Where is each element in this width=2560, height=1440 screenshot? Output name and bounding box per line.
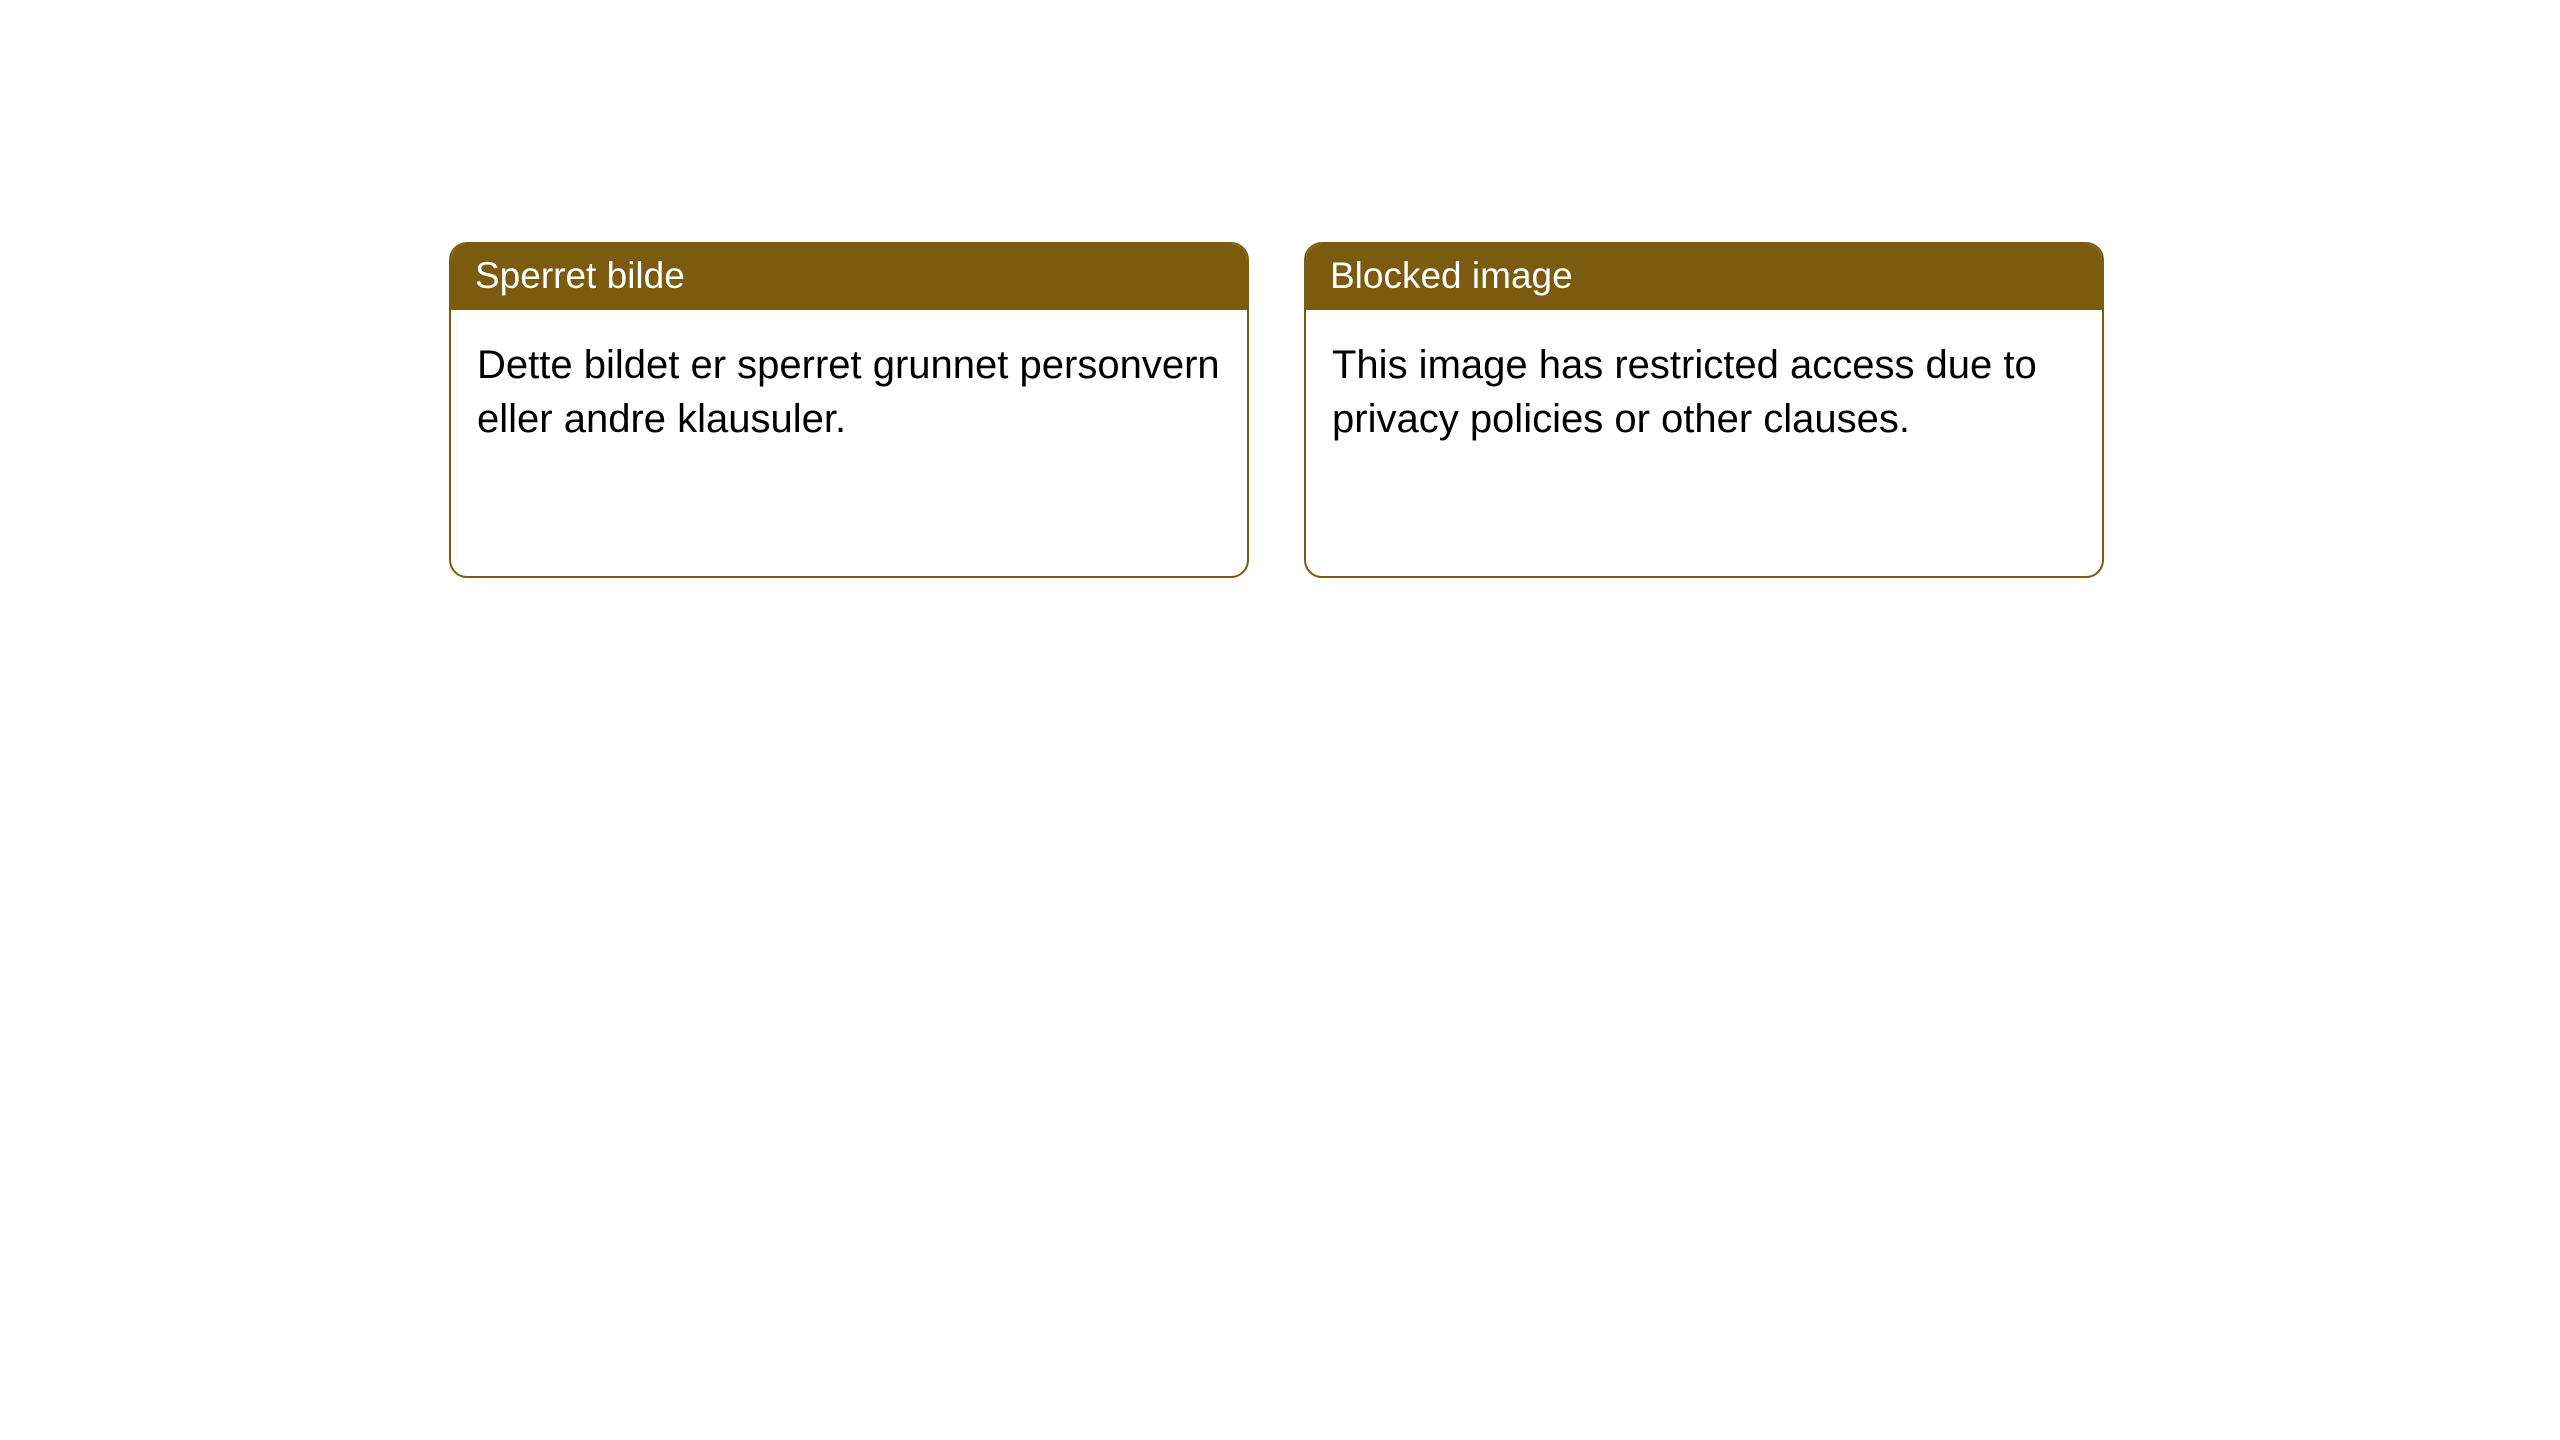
card-header: Sperret bilde xyxy=(451,244,1247,310)
notice-card-english: Blocked image This image has restricted … xyxy=(1304,242,2104,578)
card-body: Dette bildet er sperret grunnet personve… xyxy=(451,310,1247,474)
card-title: Blocked image xyxy=(1330,255,1573,296)
card-body-text: This image has restricted access due to … xyxy=(1332,343,2037,441)
card-body: This image has restricted access due to … xyxy=(1306,310,2102,474)
card-header: Blocked image xyxy=(1306,244,2102,310)
notice-card-norwegian: Sperret bilde Dette bildet er sperret gr… xyxy=(449,242,1249,578)
card-body-text: Dette bildet er sperret grunnet personve… xyxy=(477,343,1220,441)
notice-cards-container: Sperret bilde Dette bildet er sperret gr… xyxy=(449,242,2104,578)
card-title: Sperret bilde xyxy=(475,255,685,296)
